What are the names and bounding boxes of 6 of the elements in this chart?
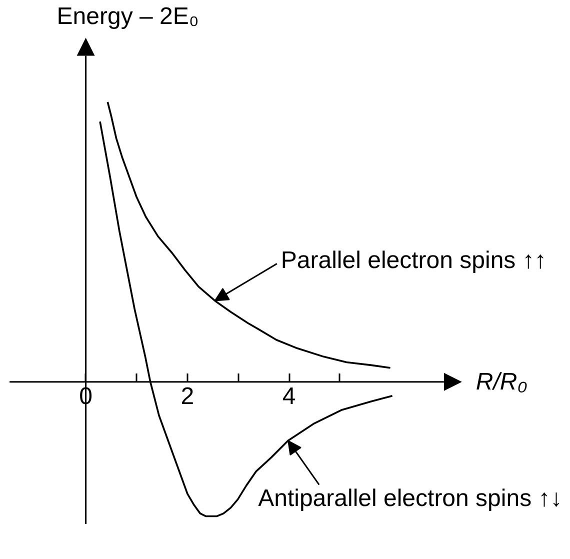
y-axis-title: Energy – 2E₀ [56, 3, 199, 30]
x-tick-label: 4 [282, 382, 296, 410]
annotation: Parallel electron spins ↑↑ [280, 247, 546, 274]
x-tick-label: 2 [180, 382, 194, 410]
x-axis-title: R/R₀ [476, 368, 528, 396]
annotation: Antiparallel electron spins ↑↓ [258, 485, 562, 512]
